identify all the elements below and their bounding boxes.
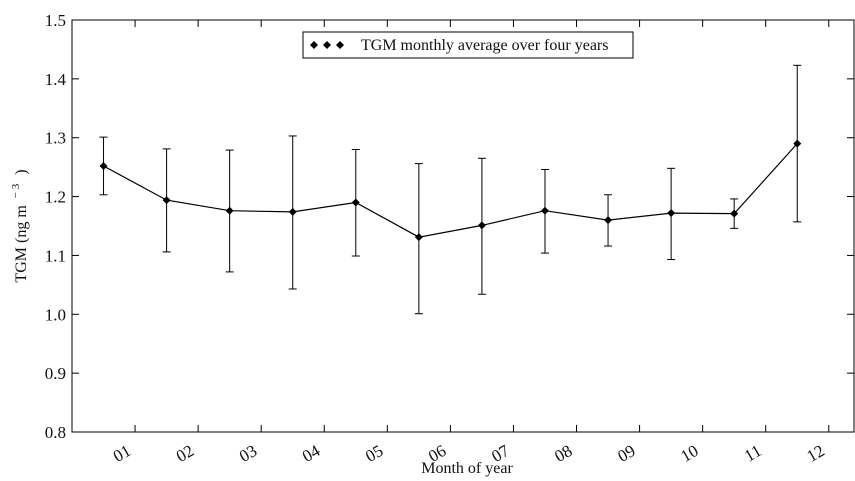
plot-frame	[71, 19, 855, 433]
series-line	[103, 143, 798, 238]
x-tick-label: 08	[551, 441, 575, 466]
data-point	[351, 198, 360, 207]
x-tick-label: 03	[236, 441, 260, 466]
data-point	[667, 209, 676, 218]
y-axis: 0.8 0.9 1.0 1.1 1.2 1.3 1.4 1.5	[45, 11, 854, 442]
y-tick-label: 1.1	[45, 246, 66, 265]
y-axis-title: TGM (ng m − 3 )	[6, 169, 30, 282]
data-point	[793, 139, 802, 148]
series-line-group	[99, 139, 802, 242]
y-tick-label: 1.2	[45, 188, 66, 207]
legend-box	[302, 31, 634, 59]
y-tick-label: 1.3	[45, 129, 66, 148]
y-axis-title-main: TGM (ng m	[13, 205, 30, 283]
x-axis-title: Month of year	[421, 460, 513, 477]
y-tick-label: 1.4	[45, 70, 67, 89]
data-point	[99, 161, 108, 170]
legend-marker	[323, 41, 331, 49]
data-point	[225, 206, 234, 215]
legend: TGM monthly average over four years	[302, 31, 634, 59]
y-tick-label: 0.8	[45, 423, 66, 442]
x-tick-label: 12	[804, 441, 828, 466]
x-tick-label: 05	[362, 441, 386, 466]
legend-marker	[336, 41, 344, 49]
data-point	[162, 196, 171, 205]
data-point	[414, 233, 423, 242]
y-tick-label: 1.0	[45, 305, 66, 324]
legend-markers	[310, 41, 344, 49]
data-point	[604, 216, 613, 225]
svg-text:TGM (ng m − 3 ): TGM (ng m − 3 )	[6, 169, 30, 282]
x-tick-label: 02	[173, 441, 197, 466]
x-tick-label: 09	[614, 441, 638, 466]
legend-label: TGM monthly average over four years	[361, 37, 608, 54]
error-bars	[99, 64, 802, 315]
data-point	[477, 221, 486, 230]
y-axis-title-exponent: − 3	[10, 183, 22, 198]
data-point	[540, 206, 549, 215]
y-tick-label: 1.5	[45, 11, 66, 30]
x-tick-label: 10	[677, 441, 701, 466]
x-axis: 01 02 03 04 05 06 07 08 09 10 11 12	[110, 20, 830, 466]
data-point	[288, 207, 297, 216]
x-tick-label: 01	[110, 441, 134, 466]
legend-marker	[310, 41, 318, 49]
x-tick-label: 04	[299, 441, 324, 466]
y-tick-label: 0.9	[45, 364, 66, 383]
y-axis-title-close: )	[13, 169, 30, 174]
x-tick-label: 11	[741, 441, 765, 466]
data-point	[730, 209, 739, 218]
